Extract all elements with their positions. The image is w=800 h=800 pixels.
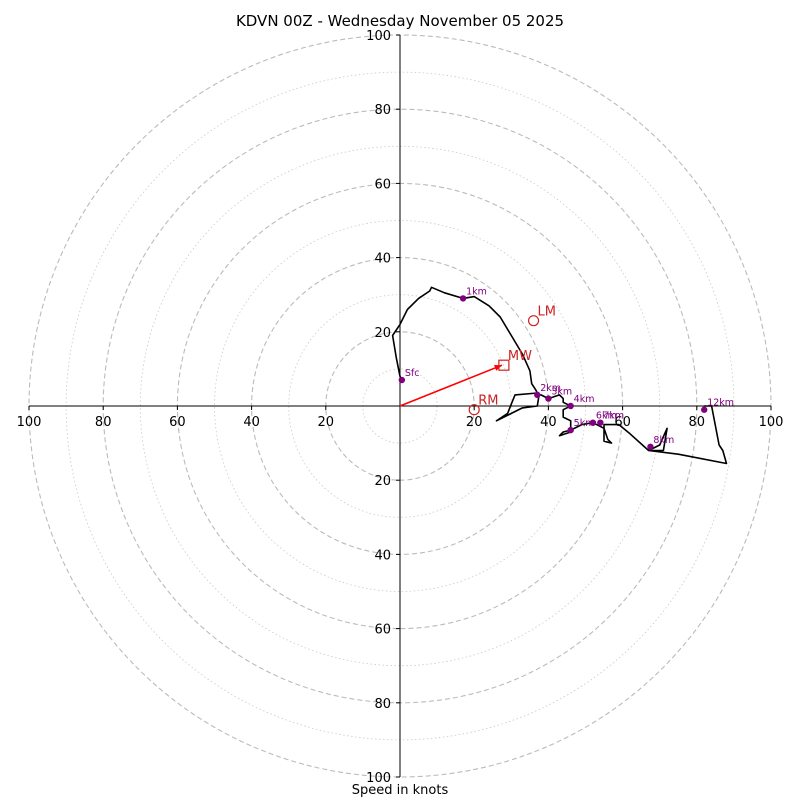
x-tick-label: 20 [318, 415, 335, 430]
chart-title: KDVN 00Z - Wednesday November 05 2025 [235, 12, 565, 30]
shear-arrow-head [494, 365, 502, 371]
storm-motion-markers: LM MW RM [468, 305, 556, 416]
x-tick-label: 80 [95, 415, 112, 430]
height-marker-label: 2km [540, 383, 561, 394]
height-marker-dot [534, 391, 541, 399]
hodograph-line [391, 286, 728, 465]
height-marker-dot [398, 376, 406, 384]
y-tick-label: 100 [366, 771, 391, 786]
height-marker-label: 12km [707, 398, 734, 409]
x-tick-label: 60 [169, 415, 186, 430]
y-tick-label: 40 [374, 548, 391, 563]
storm-motion-label: LM [538, 305, 556, 320]
height-marker-dot [567, 426, 574, 434]
storm-motion-label: MW [508, 349, 532, 364]
y-tick-label: 20 [374, 326, 391, 341]
height-marker-dot [589, 419, 597, 426]
y-tick-label: 40 [374, 252, 391, 267]
y-tick-label: 80 [374, 103, 391, 118]
height-marker-label: 7km [603, 411, 624, 422]
storm-motion-square [498, 359, 510, 371]
height-marker-dot [459, 295, 467, 302]
x-tick-label: 20 [466, 415, 483, 430]
y-tick-label: 20 [374, 474, 391, 489]
y-tick-label: 80 [374, 697, 391, 712]
height-marker-dot [567, 402, 574, 410]
storm-motion-label: RM [478, 394, 498, 409]
storm-motion-circle [468, 404, 480, 416]
x-tick-label: 40 [540, 415, 557, 430]
x-tick-label: 80 [689, 415, 706, 430]
x-tick-label: 40 [243, 415, 260, 430]
x-axis-label: Speed in knots [351, 783, 449, 798]
height-marker-dot [597, 419, 604, 426]
hodograph-trace [391, 286, 728, 465]
axis-ticks: 100 100 80 80 60 60 40 40 20 20 20 20 40 40 60 60 80 80 10… [17, 29, 784, 786]
height-marker-dot [647, 443, 654, 451]
height-marker-label: 4km [574, 394, 595, 405]
height-marker-label: 6km [596, 411, 617, 422]
y-tick-label: 100 [366, 29, 391, 44]
height-marker-label: 1km [466, 286, 487, 297]
height-marker-dot [545, 395, 552, 402]
shear-vector [399, 364, 503, 407]
height-marker-label: 5km [574, 418, 595, 429]
x-tick-label: 100 [759, 415, 784, 430]
y-tick-label: 60 [374, 623, 391, 638]
storm-motion-circle [527, 315, 540, 327]
x-tick-label: 100 [17, 415, 42, 430]
height-marker-label: 3km [551, 387, 572, 398]
height-marker-label: 8km [653, 435, 674, 446]
height-marker-dot [701, 406, 708, 413]
x-tick-label: 60 [614, 415, 631, 430]
shear-arrow-line [399, 364, 503, 407]
height-marker-label: Sfc [405, 368, 420, 379]
y-tick-label: 60 [374, 177, 391, 192]
